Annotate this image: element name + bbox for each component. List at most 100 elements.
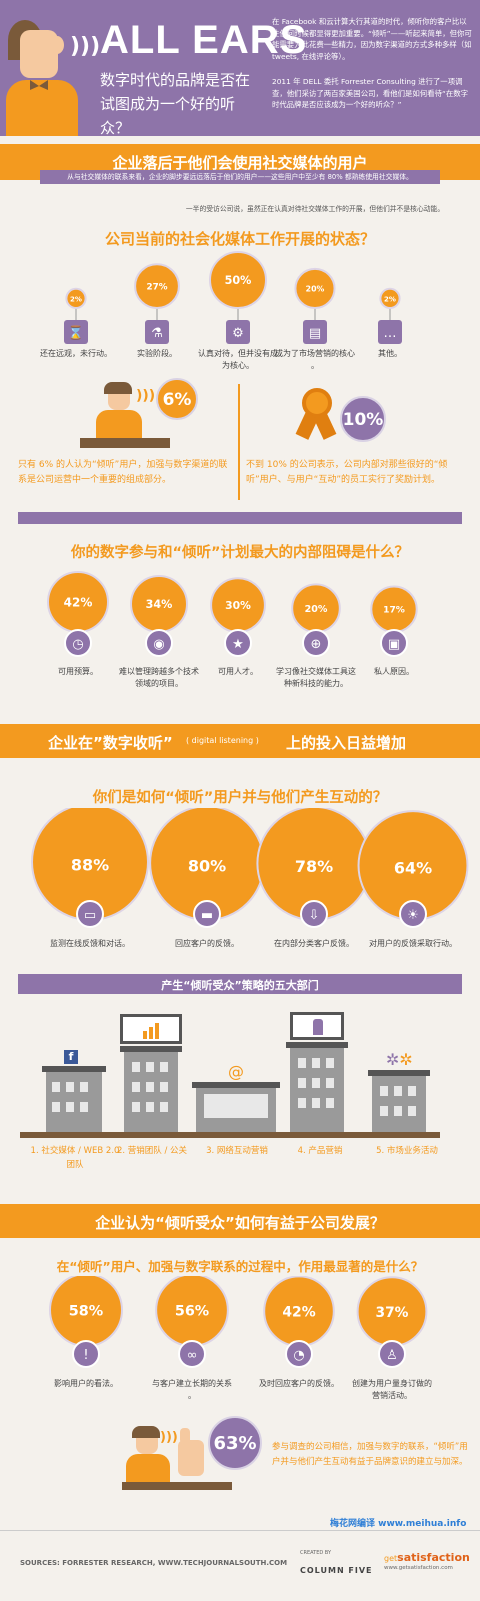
category-label: 。 — [311, 361, 319, 370]
category-label: 创建为用户量身订做的 — [352, 1378, 432, 1388]
satisfaction-url: www.getsatisfaction.com — [384, 1565, 453, 1571]
data-label: 80% — [188, 857, 226, 876]
truck-icon: ▬ — [193, 900, 221, 928]
category-label: 学习像社交媒体工具这 — [276, 666, 356, 676]
svg-text:▤: ▤ — [309, 326, 321, 341]
section1-question: 公司当前的社会化媒体工作开展的状态？ — [104, 230, 375, 248]
footer-line — [0, 1530, 480, 1531]
section3-banner: 企业在”数字收听” ( digital listening ) 上的投入日益增加 — [0, 724, 480, 758]
page-subtitle: 数字时代的品牌是否在试图成为一个好的听众？ — [100, 71, 251, 137]
part-2-label: 2. 营销团队 / 公关 — [116, 1146, 188, 1156]
category-label: 认真对待，但并没有成 — [198, 348, 278, 358]
ellipsis-icon: … — [378, 320, 402, 344]
monitor-icon: ▭ — [76, 900, 104, 928]
flask-icon: ⚗ — [145, 320, 169, 344]
lightbulb-icon: ☀ — [399, 900, 427, 928]
category-label: 及时回应客户的反馈。 — [259, 1378, 339, 1388]
part-3-label: 3. 网络互动营销 — [206, 1146, 268, 1156]
category-label: 实验阶段。 — [137, 348, 177, 358]
svg-text:⊕: ⊕ — [311, 637, 322, 652]
svg-text:⌛: ⌛ — [68, 325, 84, 341]
data-label: 17% — [383, 606, 405, 616]
inbox-download-icon: ⇩ — [300, 900, 328, 928]
section3-banner-post: 上的投入日益增加 — [286, 734, 407, 752]
svg-text:⚙: ⚙ — [232, 326, 244, 341]
section2-question: 你的数字参与和“倾听”计划最大的内部阻碍是什么？ — [70, 545, 410, 561]
category-label: 与客户建立长期的关系 — [152, 1378, 232, 1388]
data-label: 56% — [175, 1304, 209, 1320]
section3-question: 你们是如何“倾听”用户并与他们产生互动的？ — [92, 790, 388, 806]
svg-text:∞: ∞ — [187, 1348, 198, 1363]
intro-paragraph-2: 2011 年 DELL 委托 Forrester Consulting 进行了一… — [272, 77, 468, 109]
star-icon: ★ — [224, 629, 252, 657]
category-label: 难以管理跨越多个技术 — [119, 666, 199, 676]
category-label: 可用人才。 — [218, 666, 258, 676]
gears-icon: ⚙ — [226, 320, 250, 344]
category-label: 影响用户的看法。 — [54, 1378, 118, 1388]
lock-icon: ▣ — [380, 629, 408, 657]
globe-icon: ◉ — [145, 629, 173, 657]
section3-banner-pre: 企业在”数字收听” — [48, 734, 173, 752]
stat-63-value: 63% — [213, 1433, 257, 1454]
section1-banner-title: 企业落后于他们会使用社交媒体的用户 — [112, 154, 368, 172]
svg-text:▬: ▬ — [201, 908, 213, 923]
svg-text:♙: ♙ — [386, 1348, 398, 1363]
stat-63-circle: 63% — [208, 1416, 262, 1470]
hourglass-icon: ⌛ — [64, 320, 88, 344]
part-4-label: 4. 产品营销 — [297, 1146, 343, 1156]
category-label: 成为了市场营销的核心 — [275, 348, 355, 358]
chart-bubble — [379, 287, 401, 310]
category-label: 私人原因。 — [374, 667, 414, 676]
column-five-text: COLUMN FIVE — [300, 1566, 373, 1575]
divider-vertical — [238, 384, 240, 500]
section4-banner: 企业认为“倾听受众”如何有益于公司发展？ — [0, 1204, 480, 1238]
sound-waves-icon: ))) — [70, 34, 101, 59]
category-label: 营销活动。 — [372, 1390, 412, 1400]
category-label: 回应客户的反馈。 — [175, 938, 239, 948]
section1-quote: 一半的受访公司说，虽然正在认真对待社交媒体工作的开展，但他们并不是核心动能。 — [185, 205, 445, 213]
part-5-label: 5. 市场业务活动 — [376, 1146, 438, 1156]
data-label: 20% — [306, 284, 325, 293]
stat-10-text: 不到 10% 的公司表示，公司内部对那些很好的“倾听”用户、与用户“互动”的员工… — [246, 460, 448, 485]
column-five-logo: COLUMN FIVE — [300, 1558, 373, 1577]
section3-banner-en: ( digital listening ) — [186, 736, 259, 745]
intro-paragraph-1: 在 Facebook 和云计算大行其道的时代，倾听你的客户比以往任何时候都显得更… — [272, 17, 472, 61]
chart3-svg: 88% ▭ 监测在线反馈和对话。 80% ▬ 回应客户的反馈。 78% ⇩ 在内部分类客户反馈。… — [31, 808, 469, 948]
globe-grid-icon: ⊕ — [302, 629, 330, 657]
category-label: 种新科技的能力。 — [284, 678, 348, 688]
data-label: 20% — [305, 604, 328, 615]
data-label: 42% — [282, 1304, 315, 1320]
category-label: 为核心。 — [222, 360, 254, 370]
facebook-icon: f — [64, 1050, 78, 1064]
svg-text:◷: ◷ — [72, 637, 83, 652]
at-icon: @ — [228, 1062, 244, 1081]
parts-banner-title: 产生“倾听受众”策略的五大部门 — [161, 979, 319, 992]
svg-text:⚗: ⚗ — [151, 326, 163, 341]
svg-text:!: ! — [83, 1348, 88, 1363]
ribbon-award-icon — [295, 388, 337, 444]
category-label: 监测在线反馈和对话。 — [50, 938, 130, 948]
stat-63-text: 参与调查的公司相信，加强与数字的联系，“倾听”用户并与他们产生互动有益于品牌意识… — [272, 1442, 468, 1467]
section1-note: 从与社交媒体的联系来看，企业的脚步要远远落后于他们的用户——这些用户中至少有 8… — [40, 170, 440, 184]
listener-illustration — [0, 0, 90, 136]
category-label: 领域的项目。 — [135, 678, 183, 688]
gears-icon: ✲✲ — [386, 1050, 413, 1069]
chart-bubble — [134, 263, 180, 310]
bar-chart-icon: ▤ — [303, 320, 327, 344]
chart-icon — [120, 1014, 182, 1044]
svg-text:▭: ▭ — [84, 908, 96, 923]
data-label: 64% — [394, 859, 432, 878]
credit-text: 梅花网编译 www.meihua.info — [330, 1519, 467, 1529]
stat-6-text: 只有 6% 的人认为“倾听”用户，加强与数字渠道的联系是公司运营中一个重要的组成… — [18, 460, 228, 485]
stat-10-circle: 10% — [340, 396, 386, 442]
thumbs-up-illustration: ))) — [122, 1424, 256, 1504]
stat-6-illustration: ))) — [90, 382, 180, 444]
desk-illustration — [80, 438, 170, 448]
stopwatch-icon: ◔ — [285, 1340, 313, 1368]
satisfaction-logo[interactable]: getsatisfaction www.getsatisfaction.com — [384, 1546, 470, 1571]
link-icon: ∞ — [178, 1340, 206, 1368]
data-label: 88% — [71, 856, 109, 875]
category-label: 。 — [188, 1391, 196, 1400]
